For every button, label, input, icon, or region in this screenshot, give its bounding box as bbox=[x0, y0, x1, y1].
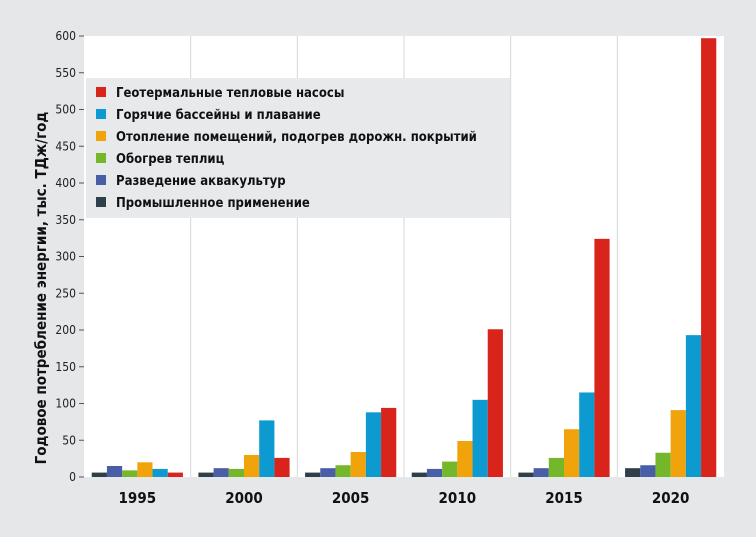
legend: Геотермальные тепловые насосы Горячие бас… bbox=[86, 78, 510, 218]
y-axis-label: Годовое потребление энергии, тыс. ТДж/го… bbox=[32, 112, 50, 465]
legend-swatch bbox=[96, 109, 106, 119]
y-tick-label: 600 bbox=[55, 29, 76, 43]
legend-label: Промышленное применение bbox=[116, 196, 310, 211]
y-tick-label: 250 bbox=[55, 286, 76, 300]
bar bbox=[106, 465, 123, 477]
legend-swatch bbox=[96, 153, 106, 163]
y-tick-label: 350 bbox=[55, 213, 76, 227]
bar bbox=[381, 407, 397, 477]
bar bbox=[259, 420, 275, 477]
x-tick-label: 2015 bbox=[545, 489, 583, 507]
bar bbox=[91, 472, 107, 477]
y-tick-label: 100 bbox=[55, 397, 76, 411]
bar bbox=[228, 468, 244, 477]
x-tick-label: 2000 bbox=[225, 489, 263, 507]
legend-box bbox=[86, 78, 510, 218]
bar bbox=[579, 392, 595, 477]
y-tick-label: 0 bbox=[69, 470, 76, 484]
bar bbox=[198, 472, 214, 477]
bar bbox=[365, 412, 382, 477]
bars bbox=[91, 38, 717, 478]
bar bbox=[305, 472, 321, 477]
bar bbox=[594, 238, 610, 477]
y-tick-label: 300 bbox=[55, 250, 76, 264]
bar bbox=[137, 462, 153, 477]
bar bbox=[487, 329, 503, 477]
legend-label: Отопление помещений, подогрев дорожн. по… bbox=[116, 130, 477, 145]
bar bbox=[625, 468, 641, 477]
y-tick-label: 150 bbox=[55, 360, 76, 374]
legend-label: Горячие бассейны и плавание bbox=[116, 108, 321, 123]
bar bbox=[335, 465, 351, 477]
bar bbox=[701, 38, 717, 478]
bar bbox=[320, 468, 336, 477]
legend-swatch bbox=[96, 131, 106, 141]
legend-swatch bbox=[96, 87, 106, 97]
legend-label: Разведение аквакультур bbox=[116, 174, 286, 189]
bar bbox=[685, 335, 702, 477]
bar bbox=[472, 399, 488, 477]
y-tick-label: 450 bbox=[55, 139, 76, 153]
bar bbox=[426, 468, 443, 477]
x-tick-label: 2010 bbox=[439, 489, 477, 507]
bar bbox=[411, 472, 427, 477]
bar bbox=[152, 468, 168, 477]
x-axis: 1995 2000 2005 2010 2015 2020 bbox=[119, 489, 690, 507]
bar bbox=[655, 452, 671, 477]
bar bbox=[350, 452, 366, 477]
legend-label: Обогрев теплиц bbox=[116, 152, 225, 167]
y-tick-label: 200 bbox=[55, 323, 76, 337]
y-tick-label: 400 bbox=[55, 176, 76, 190]
legend-swatch bbox=[96, 175, 106, 185]
x-tick-label: 1995 bbox=[119, 489, 157, 507]
bar bbox=[457, 440, 473, 477]
bar bbox=[518, 472, 534, 477]
bar bbox=[167, 472, 183, 477]
x-tick-label: 2020 bbox=[652, 489, 690, 507]
y-axis: 0 50 100 150 200 250 300 350 400 450 500 550 600 bbox=[55, 29, 84, 484]
bar bbox=[670, 410, 686, 477]
y-tick-label: 500 bbox=[55, 103, 76, 117]
legend-swatch bbox=[96, 197, 106, 207]
bar bbox=[548, 457, 564, 477]
y-tick-label: 550 bbox=[55, 66, 76, 80]
x-tick-label: 2005 bbox=[332, 489, 370, 507]
legend-label: Геотермальные тепловые насосы bbox=[116, 86, 344, 101]
bar bbox=[122, 470, 138, 477]
bar bbox=[564, 429, 580, 477]
bar bbox=[533, 468, 549, 477]
y-tick-label: 50 bbox=[62, 433, 76, 447]
bar bbox=[213, 468, 229, 477]
bar bbox=[274, 457, 290, 477]
bar bbox=[442, 461, 458, 477]
bar bbox=[244, 454, 260, 477]
bar bbox=[640, 465, 656, 477]
